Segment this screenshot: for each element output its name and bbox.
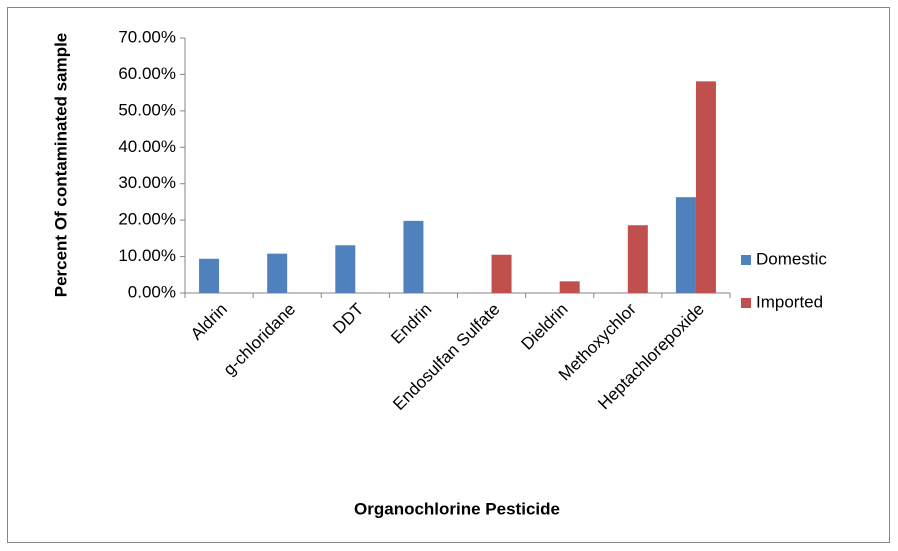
bar <box>199 258 220 293</box>
bar <box>559 281 580 293</box>
y-tick-label: 50.00% <box>118 100 176 119</box>
bar <box>491 254 512 293</box>
y-tick-label: 20.00% <box>118 210 176 229</box>
y-tick-label: 60.00% <box>118 64 176 83</box>
bar <box>403 220 424 293</box>
bar <box>335 245 356 293</box>
legend-label: Domestic <box>756 249 827 268</box>
bar <box>267 253 288 293</box>
y-tick-label: 30.00% <box>118 173 176 192</box>
bar <box>695 81 716 293</box>
bar <box>627 225 648 293</box>
y-tick-label: 40.00% <box>118 137 176 156</box>
y-tick-label: 0.00% <box>128 282 176 301</box>
y-tick-label: 70.00% <box>118 27 176 46</box>
y-tick-label: 10.00% <box>118 246 176 265</box>
x-axis-title: Organochlorine Pesticide <box>354 499 560 518</box>
legend-swatch <box>741 255 751 265</box>
y-axis-title: Percent Of contaminated sample <box>51 33 70 298</box>
legend-label: Imported <box>756 292 823 311</box>
legend-swatch <box>741 298 751 308</box>
chart-border <box>7 7 890 543</box>
bar <box>675 197 696 293</box>
